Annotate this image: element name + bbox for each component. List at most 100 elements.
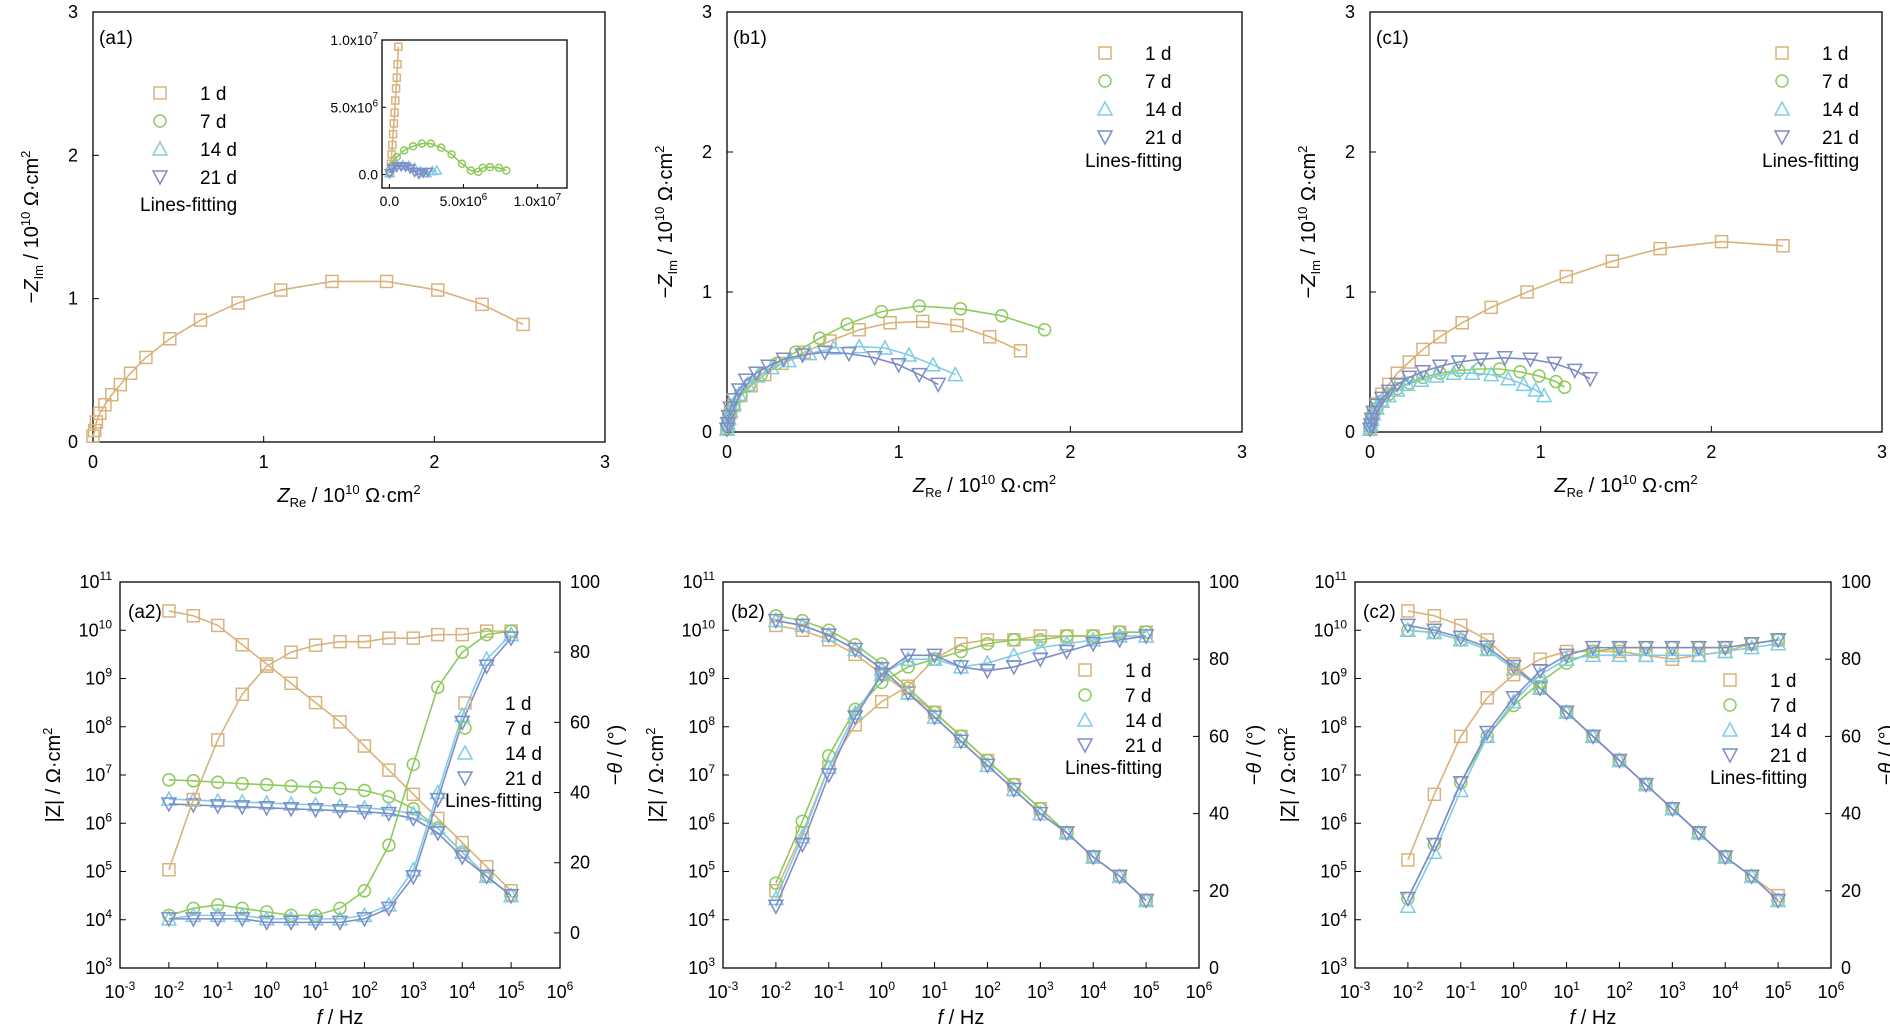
phase-point (162, 862, 176, 877)
y-tick-label-right: 80 (1209, 649, 1229, 669)
x-tick-label: 105 (498, 979, 525, 1002)
y-tick-label: 1 (1345, 282, 1355, 302)
legend-marker (151, 170, 169, 186)
y-tick-label-right: 40 (570, 783, 590, 803)
x-tick-label: 3 (1877, 442, 1887, 462)
plot-frame (92, 11, 606, 443)
phase-point (455, 627, 469, 642)
phase-point (357, 634, 372, 649)
data-point (730, 383, 748, 399)
data-point (163, 332, 177, 346)
phase-point (1743, 637, 1760, 653)
phase-point (1427, 787, 1442, 802)
phase-point (874, 694, 889, 709)
y-tick-label-left: 106 (1320, 810, 1347, 833)
x-tick-label: 102 (1606, 979, 1633, 1002)
data-point (1482, 366, 1500, 382)
phase-point (980, 637, 995, 651)
x-tick-label: 10-2 (1393, 979, 1424, 1002)
phase-point (1084, 637, 1102, 653)
x-tick-label: 104 (1712, 979, 1739, 1002)
x-axis-label: f / Hz (317, 1007, 364, 1029)
inset-y-tick-label: 5.0x106 (330, 98, 378, 115)
y-axis-label: −ZIm / 1010 Ω·cm2 (18, 151, 46, 304)
phase-point (1426, 837, 1443, 854)
legend-marker (1723, 673, 1737, 687)
phase-point (284, 645, 298, 659)
modulus-point (160, 797, 178, 813)
phase-point (1584, 640, 1602, 657)
phase-point (209, 906, 227, 923)
legend-marker (1721, 721, 1739, 737)
y-tick-label-right: 80 (570, 642, 590, 662)
legend-label: 14 d (1770, 721, 1807, 742)
phase-point (1716, 640, 1734, 657)
y-tick-label-left: 103 (688, 955, 715, 978)
data-point (912, 299, 927, 313)
modulus-point (794, 618, 811, 635)
y-tick-label-left: 109 (688, 666, 715, 689)
phase-point (1112, 625, 1127, 639)
phase-point (406, 631, 421, 645)
legend-marker (1721, 748, 1739, 764)
inset-data-point (388, 140, 397, 150)
y-tick-label-right: 40 (1209, 804, 1229, 824)
x-axis-label: ZRe / 1010 Ω·cm2 (1553, 472, 1697, 500)
inset-data-point (447, 150, 456, 159)
modulus-point (979, 758, 996, 774)
y-tick-label-left: 108 (1320, 714, 1347, 737)
legend-marker (1775, 46, 1789, 60)
y-axis-label-left: |Z| / Ω·cm2 (40, 728, 65, 823)
modulus-point (333, 715, 347, 729)
data-point (866, 351, 883, 367)
phase-point (282, 910, 300, 926)
phase-point (357, 884, 372, 898)
fit-line (726, 345, 956, 430)
phase-point (211, 898, 225, 912)
x-tick-label: 1 (894, 442, 904, 462)
modulus-point (1399, 621, 1417, 637)
modulus-point (259, 777, 274, 792)
legend-label: 14 d (505, 744, 542, 765)
y-tick-label-left: 1010 (682, 617, 716, 640)
data-point (516, 317, 530, 332)
phase-point (899, 648, 917, 664)
phase-point (282, 915, 300, 931)
data-point (911, 367, 928, 384)
phase-point (502, 626, 520, 642)
data-point (1455, 316, 1469, 330)
legend-label: 7 d (1822, 72, 1848, 93)
data-point (113, 377, 128, 392)
modulus-point (1111, 869, 1128, 885)
phase-point (952, 660, 970, 676)
phase-point (1005, 660, 1023, 676)
legend-label: 14 d (1145, 100, 1182, 121)
modulus-point (282, 802, 300, 818)
data-point (1414, 365, 1432, 381)
modulus-point (162, 773, 176, 787)
modulus-point (405, 811, 422, 828)
phase-point (307, 915, 324, 931)
inset-y-tick-label: 1.0x107 (330, 31, 378, 48)
x-tick-label: 101 (1553, 979, 1580, 1002)
phase-point (1584, 646, 1602, 663)
legend-marker (458, 721, 472, 735)
phase-point (846, 710, 864, 726)
modulus-point (235, 776, 249, 791)
y-axis-label-right: −θ / (°) (1876, 725, 1890, 786)
data-point (1535, 387, 1553, 403)
data-point (953, 302, 968, 316)
legend-label: 1 d (1145, 44, 1171, 65)
phase-fit-line (1407, 639, 1779, 899)
phase-point (333, 901, 347, 916)
x-tick-label: 2 (1706, 442, 1716, 462)
modulus-point (1452, 630, 1470, 647)
modulus-point (357, 739, 372, 753)
legend-marker (1076, 711, 1094, 727)
modulus-point (186, 609, 201, 623)
modulus-point (186, 774, 201, 788)
phase-point (331, 915, 349, 931)
data-point (1464, 364, 1481, 380)
y-tick-label: 0 (702, 422, 712, 442)
y-tick-label-right: 60 (570, 712, 590, 732)
